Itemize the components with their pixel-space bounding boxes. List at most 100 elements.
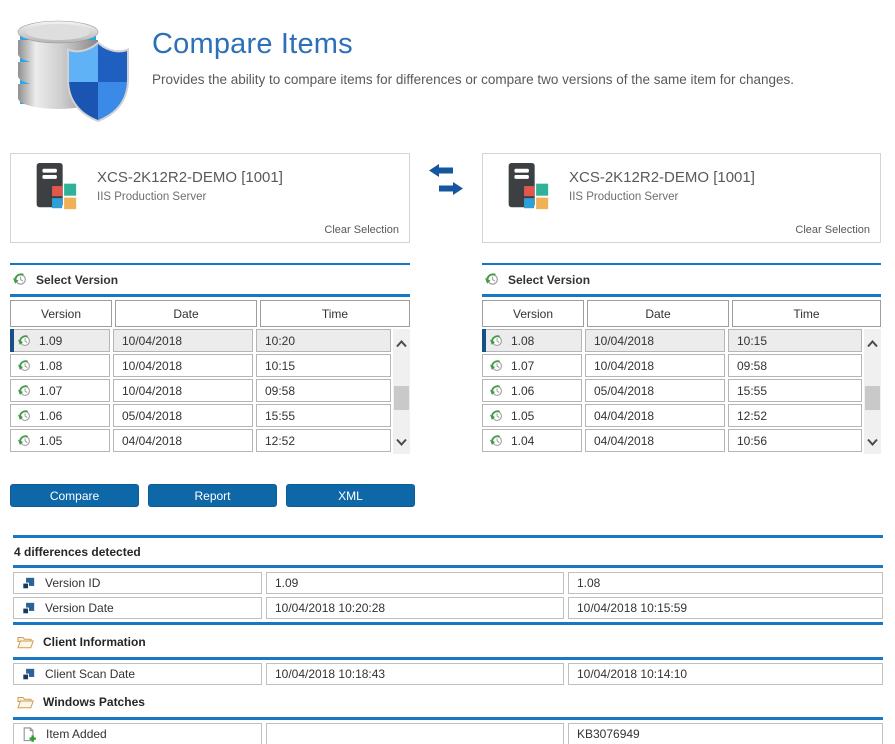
time-cell: 10:56 [728, 429, 862, 452]
version-cell: 1.09 [10, 329, 110, 352]
version-row[interactable]: 1.06 05/04/2018 15:55 [10, 404, 391, 427]
chevron-down-icon [867, 438, 878, 446]
scrollbar-thumb[interactable] [865, 386, 880, 410]
section-divider [13, 657, 883, 660]
changed-item-icon [22, 602, 35, 615]
difference-group-header: Client Information [13, 628, 883, 655]
right-value-cell: 10/04/2018 10:14:10 [568, 663, 883, 685]
time-value: 10:20 [265, 334, 295, 348]
database-shield-icon [8, 8, 138, 122]
version-value: 1.09 [39, 334, 62, 348]
chevron-down-icon [396, 438, 407, 446]
scrollbar-thumb[interactable] [394, 386, 409, 410]
scrollbar[interactable] [393, 329, 410, 454]
column-header-date: Date [115, 300, 257, 327]
compare-items-page: Compare Items Provides the ability to co… [0, 0, 895, 744]
section-divider [13, 565, 883, 568]
left-value-cell [266, 723, 564, 744]
difference-label-cell: Version Date [13, 597, 262, 619]
date-cell: 04/04/2018 [113, 429, 253, 452]
date-value: 10/04/2018 [122, 359, 182, 373]
version-value: 1.07 [511, 359, 534, 373]
differences-summary: 4 differences detected [13, 538, 883, 565]
compare-button[interactable]: Compare [10, 484, 139, 507]
difference-row: Item Added KB3076949 [13, 723, 883, 744]
left-version-table: Version Date Time 1.09 10/04/2018 10:20 [10, 300, 410, 454]
date-cell: 10/04/2018 [113, 379, 253, 402]
version-row[interactable]: 1.07 10/04/2018 09:58 [482, 354, 862, 377]
date-cell: 04/04/2018 [585, 404, 725, 427]
history-icon [489, 434, 503, 448]
right-select-version-header: Select Version [482, 265, 881, 294]
column-header-time: Time [260, 300, 410, 327]
section-divider [13, 622, 883, 625]
version-table-header: Version Date Time [10, 300, 410, 327]
right-value: 10/04/2018 10:15:59 [577, 601, 687, 615]
left-value-cell: 10/04/2018 10:18:43 [266, 663, 564, 685]
right-value-cell: 1.08 [568, 572, 883, 594]
time-cell: 10:20 [256, 329, 391, 352]
date-value: 10/04/2018 [122, 334, 182, 348]
history-icon [489, 334, 503, 348]
differences-section: 4 differences detected Version ID 1.09 1… [13, 535, 883, 744]
version-row[interactable]: 1.09 10/04/2018 10:20 [10, 329, 391, 352]
version-row[interactable]: 1.07 10/04/2018 09:58 [10, 379, 391, 402]
difference-label: Item Added [46, 727, 107, 741]
version-row[interactable]: 1.08 10/04/2018 10:15 [10, 354, 391, 377]
chevron-up-icon [396, 340, 407, 348]
time-value: 15:55 [265, 409, 295, 423]
right-item-panel[interactable]: XCS-2K12R2-DEMO [1001] IIS Production Se… [482, 153, 881, 243]
swap-arrows-icon [427, 162, 465, 198]
history-icon [17, 359, 31, 373]
item-added-icon [22, 727, 36, 742]
difference-group-header: Windows Patches [13, 688, 883, 715]
version-row[interactable]: 1.08 10/04/2018 10:15 [482, 329, 862, 352]
select-version-title: Select Version [508, 273, 590, 287]
xml-button[interactable]: XML [286, 484, 415, 507]
difference-label-cell: Client Scan Date [13, 663, 262, 685]
server-icon [25, 162, 83, 214]
time-value: 10:56 [737, 434, 767, 448]
report-button[interactable]: Report [148, 484, 277, 507]
version-row[interactable]: 1.05 04/04/2018 12:52 [10, 429, 391, 452]
time-cell: 12:52 [256, 429, 391, 452]
scroll-up-button[interactable] [393, 335, 410, 352]
scroll-down-button[interactable] [393, 433, 410, 450]
scroll-up-button[interactable] [864, 335, 881, 352]
left-item-panel[interactable]: XCS-2K12R2-DEMO [1001] IIS Production Se… [10, 153, 410, 243]
history-icon [17, 434, 31, 448]
scroll-down-button[interactable] [864, 433, 881, 450]
date-value: 04/04/2018 [594, 434, 654, 448]
column-header-version: Version [482, 300, 584, 327]
history-icon [489, 409, 503, 423]
section-divider [482, 294, 881, 297]
version-row[interactable]: 1.06 05/04/2018 15:55 [482, 379, 862, 402]
column-spacer [410, 263, 482, 454]
page-title: Compare Items [152, 28, 794, 61]
difference-row: Version Date 10/04/2018 10:20:28 10/04/2… [13, 597, 883, 619]
time-value: 09:58 [265, 384, 295, 398]
folder-icon [17, 695, 34, 709]
left-version-section: Select Version Version Date Time 1.09 10… [10, 263, 410, 454]
right-clear-selection-link[interactable]: Clear Selection [795, 224, 870, 236]
group-title: Client Information [43, 635, 146, 649]
item-selector-row: XCS-2K12R2-DEMO [1001] IIS Production Se… [10, 153, 881, 243]
left-clear-selection-link[interactable]: Clear Selection [324, 224, 399, 236]
date-value: 10/04/2018 [594, 359, 654, 373]
right-value: 1.08 [577, 576, 600, 590]
swap-arrows[interactable] [410, 153, 482, 243]
group-title: Windows Patches [43, 695, 145, 709]
version-table-header: Version Date Time [482, 300, 881, 327]
right-value: KB3076949 [577, 727, 640, 741]
date-cell: 05/04/2018 [113, 404, 253, 427]
version-row[interactable]: 1.04 04/04/2018 10:56 [482, 429, 862, 452]
scrollbar[interactable] [864, 329, 881, 454]
right-value: 10/04/2018 10:14:10 [577, 667, 687, 681]
version-row[interactable]: 1.05 04/04/2018 12:52 [482, 404, 862, 427]
time-cell: 09:58 [256, 379, 391, 402]
version-cell: 1.06 [482, 379, 582, 402]
version-value: 1.08 [511, 334, 534, 348]
left-select-version-header: Select Version [10, 265, 410, 294]
right-version-table: Version Date Time 1.08 10/04/2018 10:15 [482, 300, 881, 454]
folder-icon [17, 635, 34, 649]
